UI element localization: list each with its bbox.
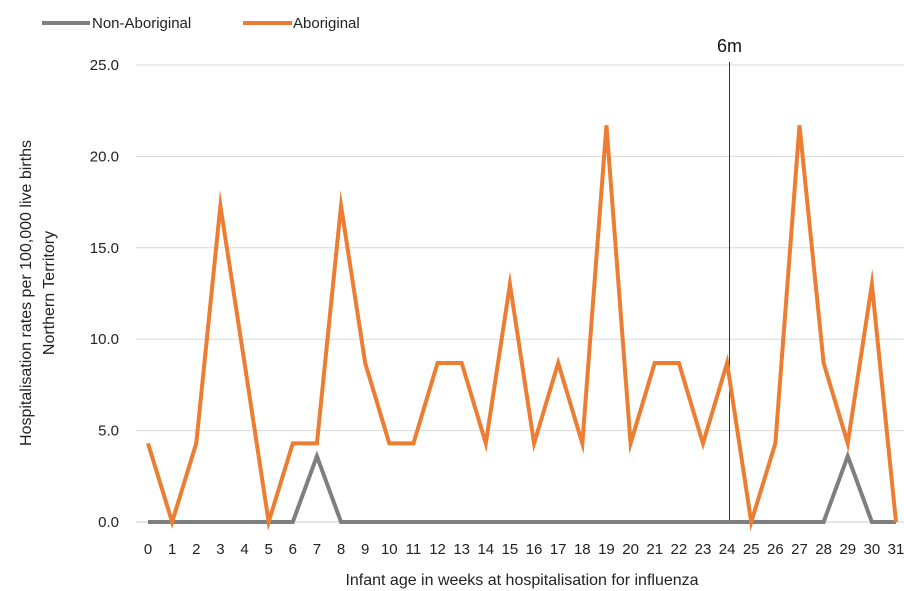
- y-tick-label: 5.0: [98, 423, 119, 440]
- x-tick-label: 23: [695, 541, 712, 558]
- x-tick-label: 7: [313, 541, 321, 558]
- x-tick-label: 26: [767, 541, 784, 558]
- x-tick-label: 19: [598, 541, 615, 558]
- x-tick-label: 21: [646, 541, 663, 558]
- y-tick-label: 20.0: [90, 148, 119, 165]
- annotation-label-6m: 6m: [717, 36, 742, 56]
- x-tick-label: 28: [815, 541, 832, 558]
- x-tick-label: 18: [574, 541, 591, 558]
- x-tick-label: 31: [888, 541, 904, 558]
- x-tick-label: 4: [240, 541, 248, 558]
- y-axis-tick-labels: 0.0 5.0 10.0 15.0 20.0 25.0: [90, 57, 119, 531]
- x-tick-label: 17: [550, 541, 567, 558]
- x-tick-label: 8: [337, 541, 345, 558]
- legend-label-non-aboriginal: Non-Aboriginal: [92, 15, 191, 32]
- x-tick-label: 29: [839, 541, 856, 558]
- x-tick-label: 14: [477, 541, 494, 558]
- gridlines: [136, 64, 904, 523]
- x-tick-label: 24: [719, 541, 736, 558]
- x-tick-label: 0: [144, 541, 152, 558]
- y-tick-label: 15.0: [90, 240, 119, 257]
- x-tick-label: 5: [264, 541, 272, 558]
- x-tick-label: 11: [406, 541, 422, 558]
- x-tick-label: 9: [361, 541, 369, 558]
- x-tick-label: 16: [526, 541, 543, 558]
- x-axis-tick-labels: 0 1 2 3 4 5 6 7 8 9 10 11 12 13 14 15 16 17 18 19 20 21 22 23 24…: [144, 541, 904, 558]
- x-tick-label: 15: [502, 541, 519, 558]
- series-line-aboriginal: [146, 125, 898, 531]
- x-tick-label: 22: [670, 541, 687, 558]
- x-tick-label: 27: [791, 541, 808, 558]
- x-tick-label: 2: [192, 541, 200, 558]
- x-tick-label: 3: [216, 541, 224, 558]
- x-tick-label: 10: [381, 541, 398, 558]
- annotations: 6m: [717, 36, 742, 522]
- y-axis-title-line-2: Northern Territory: [41, 231, 58, 355]
- y-tick-label: 0.0: [98, 514, 119, 531]
- x-axis-title: Infant age in weeks at hospitalisation f…: [345, 572, 698, 589]
- x-tick-label: 6: [289, 541, 297, 558]
- y-tick-label: 25.0: [90, 57, 119, 74]
- x-tick-label: 12: [429, 541, 446, 558]
- x-tick-label: 30: [864, 541, 881, 558]
- legend: Non-Aboriginal Aboriginal: [42, 15, 360, 32]
- y-tick-label: 10.0: [90, 331, 119, 348]
- series-lines: [146, 125, 898, 531]
- x-tick-label: 13: [453, 541, 470, 558]
- series-line-non-aboriginal: [148, 450, 896, 524]
- x-tick-label: 1: [168, 541, 176, 558]
- y-axis-title-line-1: Hospitalisation rates per 100,000 live b…: [18, 140, 35, 446]
- legend-label-aboriginal: Aboriginal: [293, 15, 360, 32]
- y-axis-title: Hospitalisation rates per 100,000 live b…: [18, 140, 58, 446]
- x-tick-label: 20: [622, 541, 639, 558]
- x-tick-label: 25: [743, 541, 760, 558]
